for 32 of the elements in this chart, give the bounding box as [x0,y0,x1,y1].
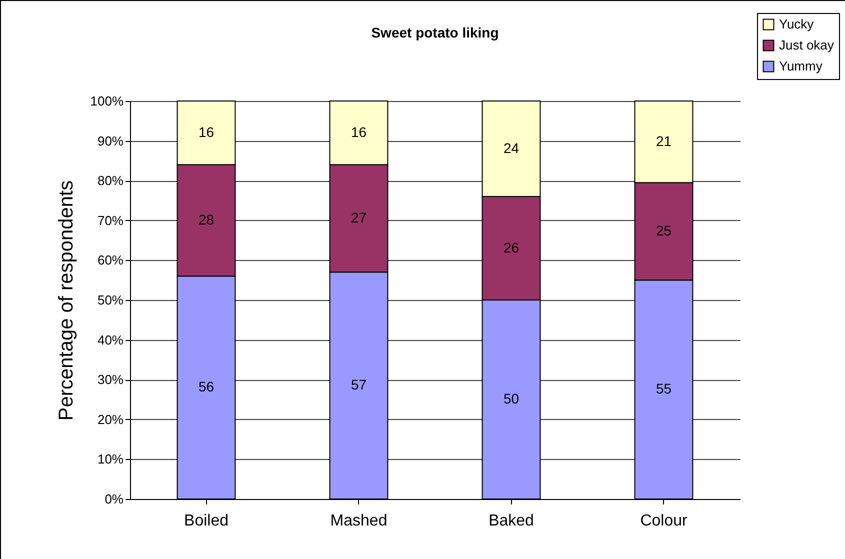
data-label: 24 [503,140,520,156]
data-label: 16 [198,124,214,140]
y-tick-label: 70% [97,212,124,228]
legend-label: Yucky [779,16,814,32]
x-tick-label: Baked [488,512,534,530]
legend-label: Just okay [779,38,834,52]
x-tick-label: Boiled [184,512,228,530]
y-tick-label: 40% [97,332,124,348]
y-tick-label: 30% [97,372,124,388]
data-label: 56 [198,378,214,395]
y-tick-label: 0% [104,492,124,506]
chart-title: Sweet potato liking [371,24,499,40]
y-tick-label: 10% [97,452,124,467]
y-tick-label: 80% [97,173,124,188]
data-label: 16 [350,124,367,140]
y-tick-label: 100% [90,94,124,108]
y-tick-label: 60% [97,252,124,268]
y-tick-label: 20% [97,412,124,427]
data-label: 26 [503,239,520,256]
y-axis-title: Percentage of respondents [55,180,78,421]
data-label: 25 [656,222,672,238]
data-label: 21 [656,132,672,149]
data-label: 57 [350,376,367,393]
x-tick-label: Mashed [330,512,388,530]
data-label: 55 [656,380,672,397]
x-tick-label: Colour [640,512,688,530]
y-tick-label: 90% [97,133,124,148]
data-label: 27 [350,209,367,226]
y-tick-label: 50% [97,292,124,308]
data-label: 50 [503,390,520,406]
legend-label: Yummy [779,58,823,74]
data-label: 28 [198,211,214,228]
